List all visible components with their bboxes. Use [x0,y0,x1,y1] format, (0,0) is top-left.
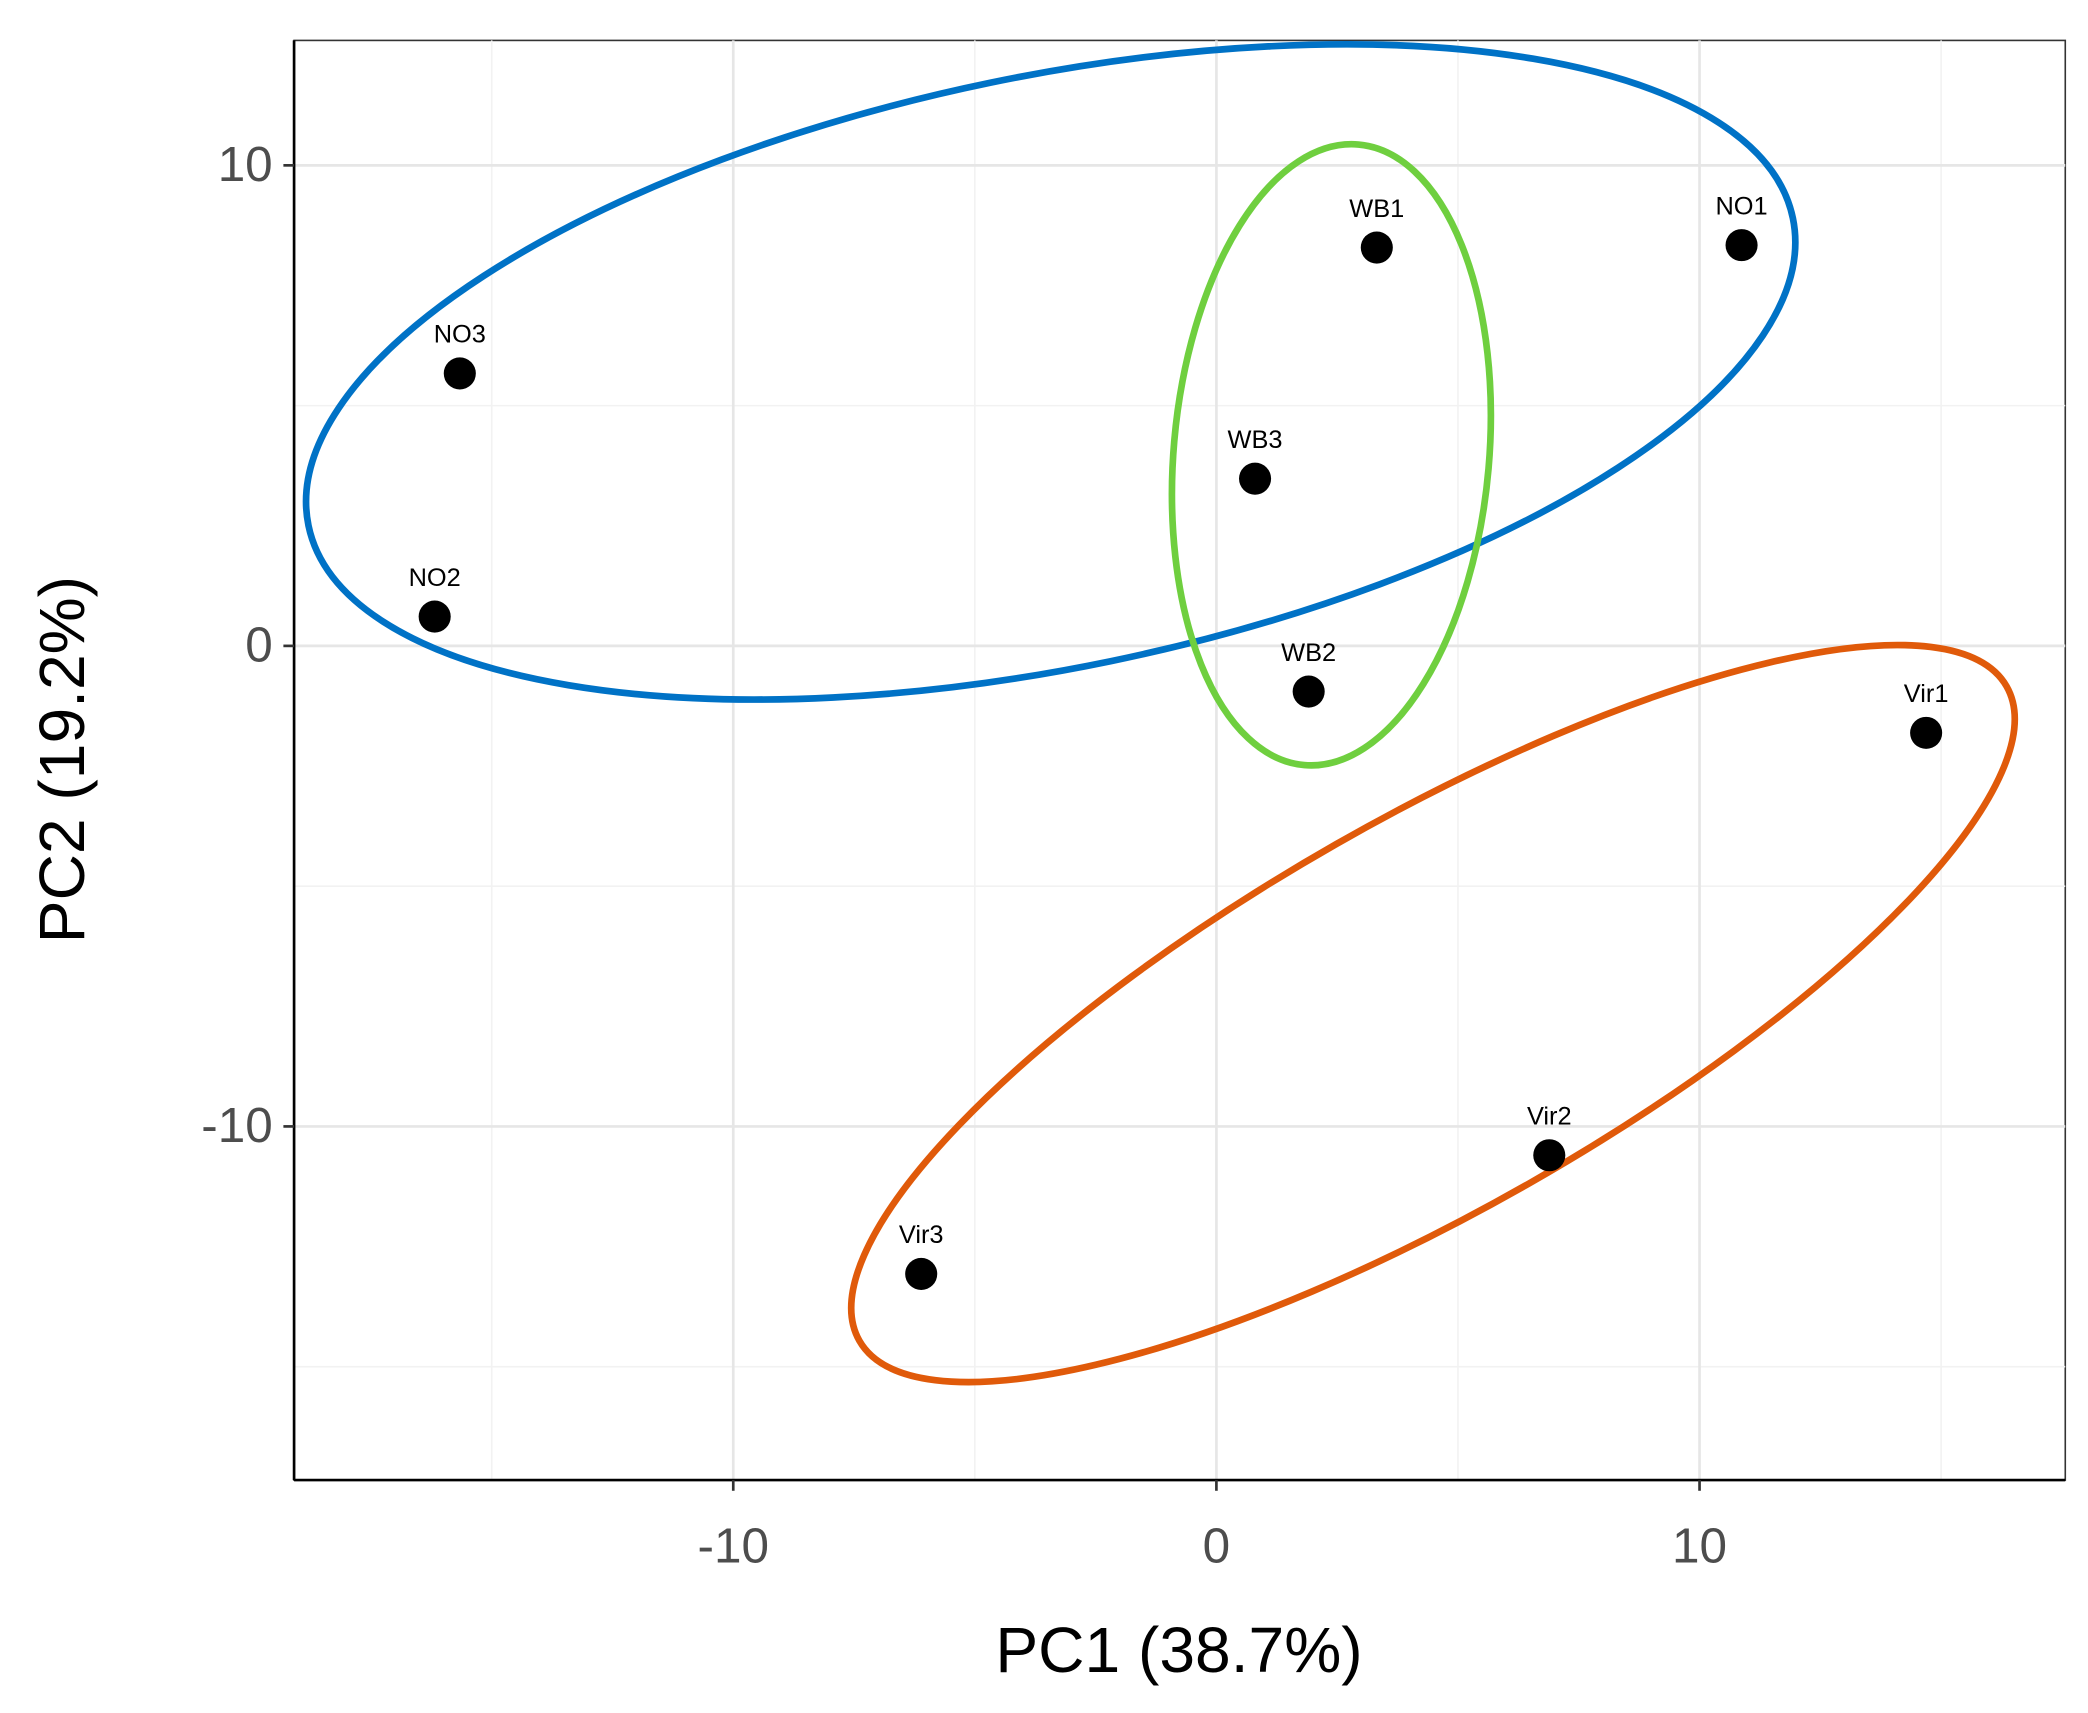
point [1360,231,1393,264]
point-label: WB2 [1281,639,1336,667]
group-ellipse [1168,140,1495,769]
point [1910,716,1943,749]
y-tick-label: 10 [218,137,273,192]
y-tick-label: -10 [201,1098,272,1153]
y-tick-label: 0 [245,618,273,673]
point-label: Vir2 [1527,1103,1572,1131]
point [1292,675,1325,708]
point [1725,229,1758,262]
point [1533,1139,1566,1172]
point-label: WB1 [1349,195,1404,223]
ellipses [302,41,2019,1386]
point [905,1257,938,1290]
x-tick-label: 0 [1203,1519,1231,1574]
x-tick-label: -10 [698,1519,769,1574]
point-label: Vir1 [1904,680,1949,708]
point-label: NO3 [434,321,486,349]
point-label: WB3 [1228,426,1283,454]
point [1239,462,1272,495]
point [443,357,476,390]
x-tick-label: 10 [1672,1519,1727,1574]
panel [293,39,2067,1481]
point-label: NO1 [1715,192,1767,220]
point-label: NO2 [409,564,461,592]
group-ellipse [847,641,2019,1386]
y-axis-title: PC2 (19.2%) [26,576,98,943]
point [418,600,451,633]
group-ellipse [302,41,1799,703]
point-label: Vir3 [899,1221,944,1249]
x-axis-title: PC1 (38.7%) [995,1614,1362,1686]
